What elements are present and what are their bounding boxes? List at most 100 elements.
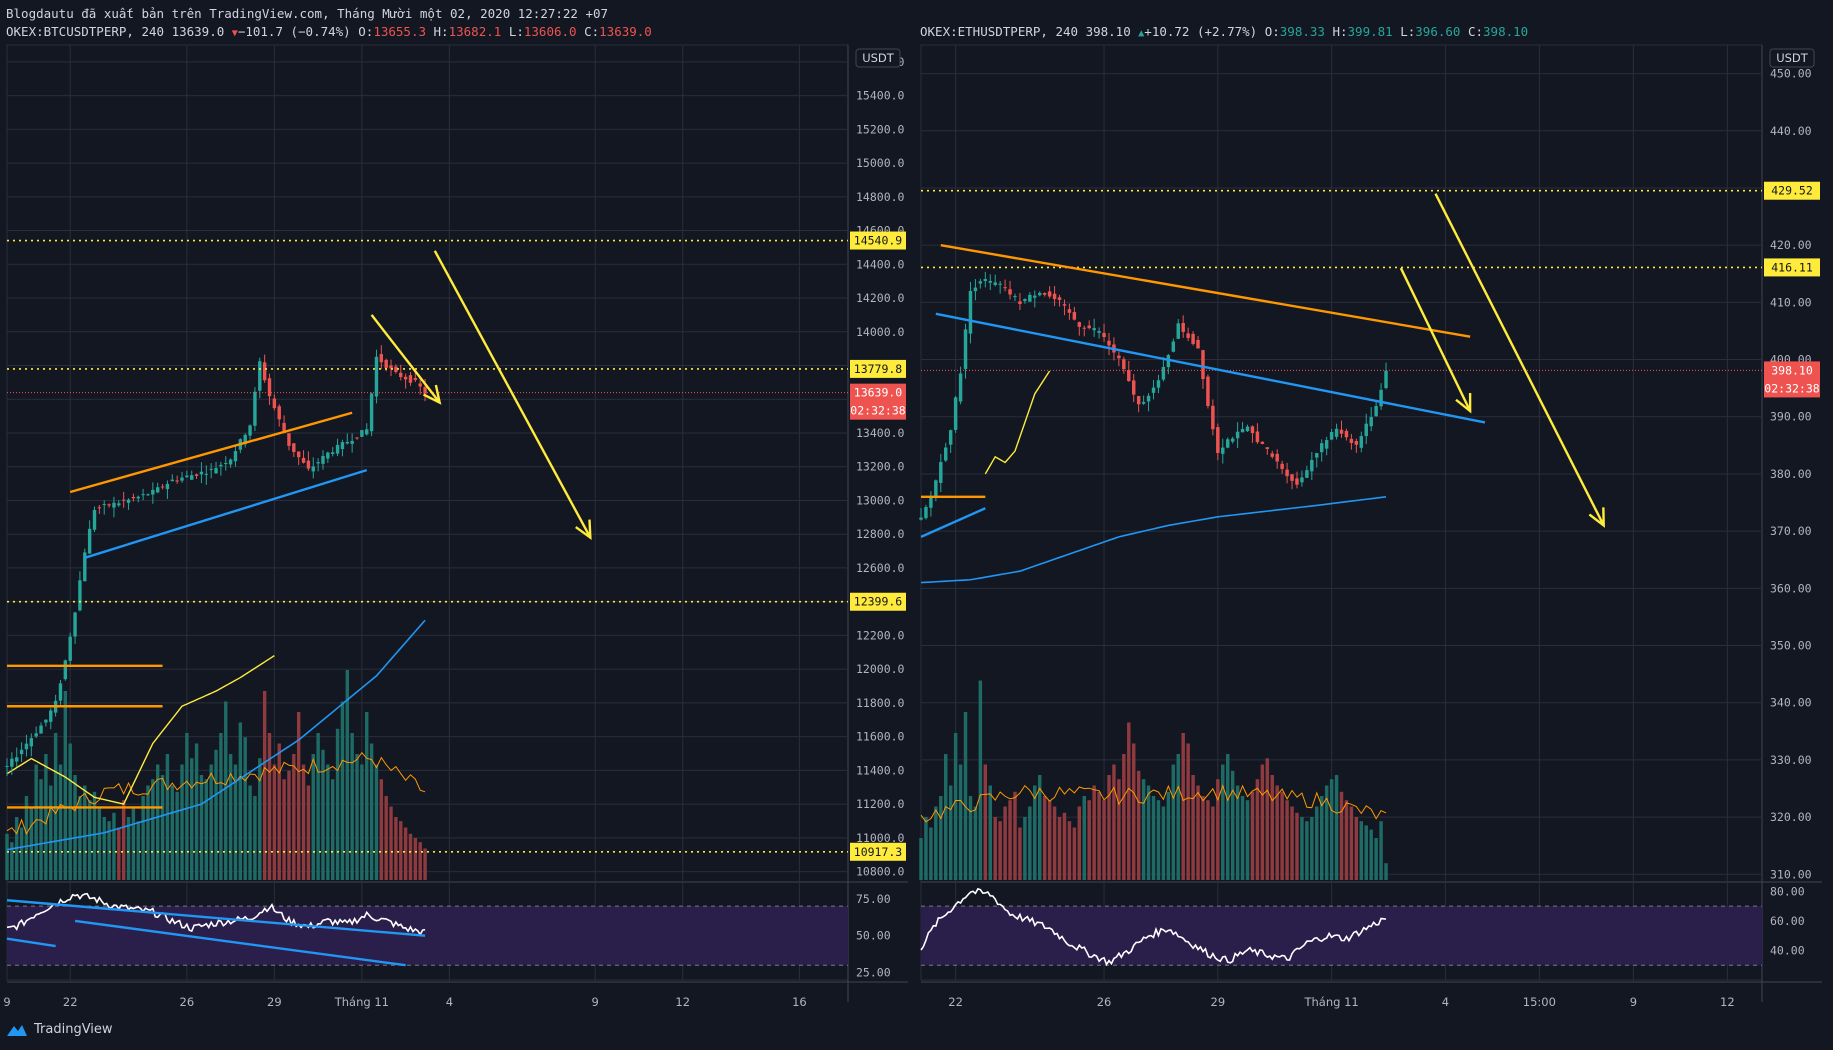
eth-candle-body xyxy=(1062,304,1067,306)
eth-candle-body xyxy=(1211,405,1215,430)
eth-volume-bar xyxy=(1255,779,1260,880)
btc-candle-body xyxy=(58,683,63,701)
eth-volume-bar xyxy=(1339,791,1344,880)
btc-x-tick: 22 xyxy=(63,995,78,1009)
btc-candle-body xyxy=(296,451,301,458)
tradingview-logo-icon xyxy=(7,1024,27,1036)
eth-candle-body xyxy=(929,496,933,508)
eth-volume-ma-line xyxy=(920,784,1387,823)
btc-volume-bar xyxy=(155,764,160,880)
btc-volume-bar xyxy=(39,779,43,880)
tradingview-logo-text: TradingView xyxy=(34,1022,113,1037)
eth-candle-body xyxy=(1077,322,1082,327)
btc-volume-bar xyxy=(92,791,97,880)
eth-volume-bar xyxy=(1146,785,1151,880)
eth-y-tick: 360.00 xyxy=(1770,581,1812,595)
btc-level-tag xyxy=(850,842,906,861)
btc-candle-body xyxy=(219,464,223,467)
eth-candle-body xyxy=(1275,453,1279,462)
up-triangle-icon: ▲ xyxy=(1138,28,1145,39)
eth-candle-body xyxy=(1216,427,1220,454)
btc-volume-bar xyxy=(29,806,34,880)
eth-x-tick: Tháng 11 xyxy=(1303,995,1358,1009)
eth-x-tick: 22 xyxy=(948,995,963,1009)
eth-candle-body xyxy=(973,287,978,292)
btc-volume-bar xyxy=(365,712,369,880)
eth-candle-body xyxy=(1166,355,1171,368)
eth-candle-body xyxy=(1364,423,1368,437)
eth-candle-body xyxy=(1235,431,1240,439)
eth-candle-body xyxy=(1047,291,1052,297)
btc-o: 13655.3 xyxy=(373,24,426,39)
eth-volume-bar xyxy=(1275,785,1279,880)
eth-candle-body xyxy=(968,291,973,334)
btc-level-label: 13779.8 xyxy=(854,362,903,376)
btc-volume-bar xyxy=(243,737,247,880)
btc-volume-bar xyxy=(136,821,140,880)
eth-candle-body xyxy=(1374,405,1378,417)
eth-volume-bar xyxy=(919,838,923,880)
eth-volume-bar xyxy=(1324,785,1329,880)
eth-countdown-label: 02:32:38 xyxy=(1764,381,1819,395)
btc-x-tick: Tháng 11 xyxy=(334,995,389,1009)
eth-volume-bar xyxy=(1161,806,1166,880)
btc-volume-bar xyxy=(58,764,63,880)
btc-volume-bar xyxy=(180,764,184,880)
eth-candle-body xyxy=(1230,438,1235,442)
btc-x-tick: 9 xyxy=(592,995,599,1009)
btc-volume-bar xyxy=(272,764,277,880)
eth-y-tick: 440.00 xyxy=(1770,124,1812,138)
publish-line: Blogdautu đã xuất bản trên TradingView.c… xyxy=(6,6,608,21)
btc-volume-bar xyxy=(331,779,335,880)
eth-x-tick: 29 xyxy=(1211,995,1226,1009)
eth-volume-bar xyxy=(1225,754,1230,880)
tradingview-branding[interactable]: TradingView xyxy=(6,1022,113,1037)
btc-candle-body xyxy=(180,477,184,481)
eth-volume-bar xyxy=(1240,796,1245,880)
eth-x-tick: 12 xyxy=(1720,995,1735,1009)
btc-candle-body xyxy=(185,475,189,478)
btc-x-tick: 12 xyxy=(675,995,690,1009)
btc-volume-bar xyxy=(5,833,9,880)
btc-level-label: 14540.9 xyxy=(854,234,903,248)
eth-y-tick: 420.00 xyxy=(1770,238,1812,252)
btc-candle-body xyxy=(399,372,403,378)
eth-candle-body xyxy=(1379,389,1383,407)
btc-volume-bar xyxy=(102,817,106,880)
btc-candle-body xyxy=(190,475,194,480)
eth-volume-bar xyxy=(1077,806,1082,880)
eth-volume-bar xyxy=(1176,754,1180,880)
btc-symbol-line: OKEX:BTCUSDTPERP, 240 13639.0 ▼−101.7 (−… xyxy=(6,24,652,39)
btc-volume-bar xyxy=(306,785,311,880)
eth-volume-bar xyxy=(929,827,933,880)
btc-volume-bar xyxy=(399,821,403,880)
btc-candle-body xyxy=(214,468,218,474)
btc-y-tick: 11200.0 xyxy=(856,797,905,811)
eth-level-label: 429.52 xyxy=(1771,184,1813,198)
eth-volume-bar xyxy=(1013,791,1017,880)
eth-volume-bar xyxy=(1171,764,1176,880)
btc-rsi-trendline xyxy=(6,899,426,937)
btc-candle-body xyxy=(277,406,281,420)
btc-candle-body xyxy=(73,612,77,637)
btc-volume-bar xyxy=(151,779,155,880)
btc-volume-bar xyxy=(49,785,53,880)
btc-volume-bar xyxy=(258,758,262,880)
btc-volume-bar xyxy=(185,733,189,880)
btc-candle-body xyxy=(350,440,354,444)
btc-short-ma-line xyxy=(6,655,275,805)
eth-volume-bar xyxy=(1023,817,1027,880)
eth-y-tick: 380.00 xyxy=(1770,467,1812,481)
btc-y-tick: 12800.0 xyxy=(856,527,905,541)
btc-y-tick: 14800.0 xyxy=(856,190,905,204)
btc-candle-body xyxy=(243,434,247,445)
btc-candle-body xyxy=(306,460,311,469)
btc-x-tick: 16 xyxy=(792,995,807,1009)
eth-candle-body xyxy=(944,447,948,461)
btc-currency-tag xyxy=(855,48,901,68)
eth-candle-body xyxy=(1151,387,1156,393)
eth-candle-body xyxy=(1156,380,1161,388)
eth-currency-tag xyxy=(1769,48,1815,68)
eth-volume-bar xyxy=(1062,812,1067,880)
